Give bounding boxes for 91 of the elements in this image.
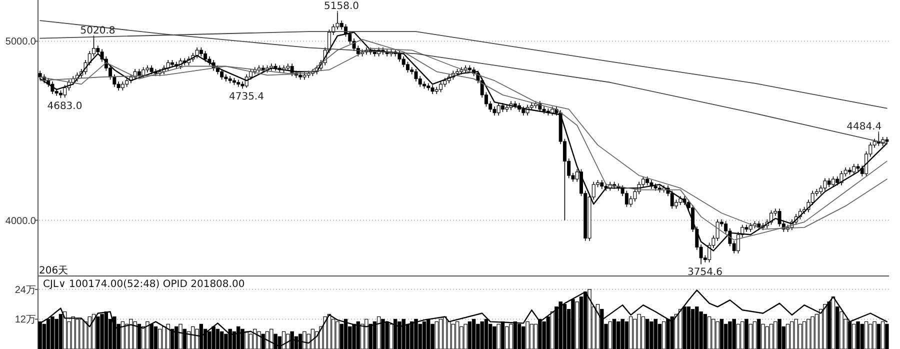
bar: [662, 321, 666, 349]
annotation: 4484.4: [846, 122, 882, 133]
bar: [654, 318, 658, 349]
annotation: 5158.0: [324, 0, 359, 12]
bar: [744, 318, 748, 349]
annotation: 3754.6: [688, 267, 723, 278]
bar: [530, 324, 534, 349]
candlestick: [624, 190, 628, 208]
bar: [774, 321, 778, 349]
bar: [728, 321, 732, 349]
bar: [616, 321, 620, 349]
candlestick: [142, 66, 146, 78]
bar: [707, 316, 712, 349]
bar: [612, 318, 616, 349]
bar: [220, 331, 224, 349]
y-tick-label: 12万: [14, 314, 36, 326]
bar: [752, 321, 757, 349]
candlestick: [418, 76, 422, 88]
bar: [856, 321, 860, 349]
bar: [872, 321, 876, 349]
bar: [703, 314, 708, 349]
annotation: 4735.4: [228, 92, 264, 103]
bar: [876, 324, 881, 349]
bar: [505, 326, 509, 349]
bar: [637, 314, 641, 349]
bar: [641, 316, 646, 349]
candlestick: [220, 68, 224, 80]
annotation: 206天: [39, 266, 68, 276]
bar: [757, 318, 761, 349]
line-series: [39, 290, 888, 348]
bar: [620, 318, 624, 349]
bar: [860, 324, 864, 349]
candlestick: [406, 61, 410, 73]
candlestick: [716, 218, 720, 242]
bar: [690, 308, 695, 349]
candlestick: [840, 170, 844, 186]
bar: [732, 318, 736, 349]
candlestick: [204, 50, 208, 62]
candlestick: [402, 56, 406, 68]
bar: [740, 321, 744, 349]
bar: [712, 318, 716, 349]
bar: [154, 326, 158, 349]
y-tick-label: 24万: [14, 284, 36, 296]
bar: [434, 321, 438, 349]
bar: [716, 321, 720, 349]
bar: [695, 306, 699, 349]
bar: [868, 324, 872, 349]
bar: [765, 326, 769, 349]
candlestick: [439, 81, 443, 93]
bar: [806, 318, 810, 349]
bar: [720, 318, 724, 349]
candlestick: [831, 176, 835, 188]
bar: [492, 326, 496, 349]
y-tick-label: 4000.0: [5, 216, 36, 227]
candlestick: [398, 50, 402, 62]
y-tick-label: 5000.0: [5, 36, 36, 48]
candlestick: [496, 102, 500, 116]
candlestick: [63, 84, 67, 98]
candlestick: [195, 47, 199, 59]
candlestick: [244, 74, 248, 88]
bar: [786, 324, 790, 349]
candlestick: [778, 208, 782, 227]
bar: [650, 321, 654, 349]
bar: [158, 328, 162, 349]
annotation: 5020.8: [80, 25, 116, 36]
bar: [645, 318, 650, 349]
chart-subtitle: CJL∨ 100174.00(52:48) OPID 201808.00: [43, 279, 245, 290]
bar: [852, 324, 856, 349]
candlestick: [670, 190, 674, 210]
bar: [464, 324, 468, 349]
candlestick: [629, 196, 633, 208]
bar: [216, 328, 220, 349]
bar: [686, 306, 690, 349]
bar: [778, 318, 782, 349]
bar: [790, 321, 794, 349]
candlestick: [641, 176, 645, 188]
bar: [802, 321, 806, 349]
bar: [864, 321, 868, 349]
annotation: 4683.0: [47, 100, 82, 112]
bar: [769, 324, 774, 349]
bar: [468, 321, 472, 349]
line-series: [40, 20, 888, 144]
bar: [794, 318, 798, 349]
bar: [608, 321, 612, 349]
bar: [430, 324, 434, 349]
candlestick: [852, 163, 856, 176]
bar: [451, 324, 456, 349]
bar: [480, 321, 484, 349]
candlestick: [823, 178, 827, 192]
bar: [472, 318, 476, 349]
bar: [810, 316, 814, 349]
